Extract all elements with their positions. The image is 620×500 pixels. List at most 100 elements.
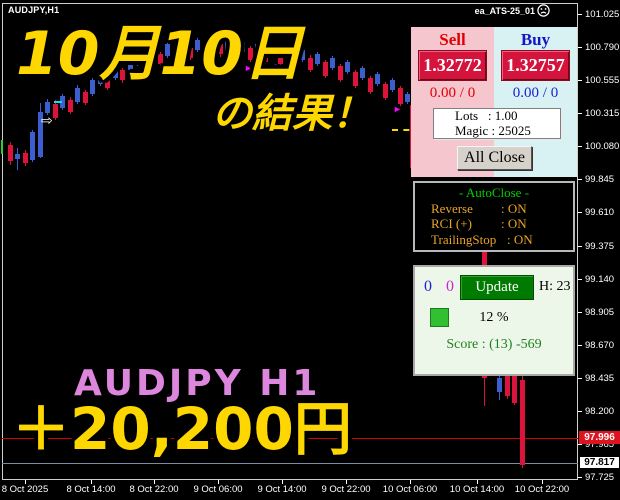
candle-body — [75, 88, 80, 102]
sell-stat: 0.00 / 0 — [429, 85, 476, 101]
price-hline — [2, 438, 578, 439]
price-tick-mark — [578, 47, 582, 48]
candle-body — [233, 46, 238, 58]
price-tick-mark — [578, 246, 582, 247]
candle-body — [375, 74, 380, 84]
all-close-button[interactable]: All Close — [457, 146, 532, 170]
progress-square — [430, 308, 449, 327]
time-tick-label: 8 Oct 22:00 — [129, 484, 179, 495]
time-tick-label: 10 Oct 14:00 — [449, 484, 505, 495]
score-panel: 0 0 Update H: 23 12 % Score : (13) -569 — [413, 265, 575, 376]
candle-body — [90, 80, 95, 94]
update-button[interactable]: Update — [460, 275, 534, 300]
candle-body — [105, 76, 110, 88]
autoclose-value: : ON — [507, 231, 533, 247]
h-value: H: 23 — [539, 279, 571, 294]
trade-arrow-icon: ⇨ — [203, 42, 213, 54]
candle-body — [398, 88, 403, 104]
candle-body — [338, 66, 343, 80]
candle-body — [38, 112, 43, 157]
candle-body — [173, 50, 178, 60]
time-tick-mark — [410, 480, 411, 484]
autoclose-key: Reverse — [431, 201, 473, 216]
time-tick-label: 8 Oct 2025 — [1, 484, 49, 495]
candle-body — [315, 54, 320, 64]
autoclose-row-trailingstop: TrailingStop : ON — [415, 232, 573, 247]
ea-name-text: ea_ATS-25_01 — [474, 5, 535, 16]
candle-body — [512, 372, 517, 403]
price-tick-mark — [578, 113, 582, 114]
candle-body — [158, 54, 163, 64]
price-tick-mark — [578, 477, 582, 478]
candle-body — [83, 92, 88, 103]
time-tick-label: 8 Oct 14:00 — [66, 484, 116, 495]
price-tick-label: 100.315 — [585, 108, 620, 119]
candle-body — [120, 70, 125, 80]
price-tick-label: 97.965 — [585, 439, 615, 450]
candle-body — [248, 48, 253, 60]
autoclose-row-rci: RCI (+) : ON — [415, 216, 573, 231]
price-tick-label: 98.670 — [585, 340, 615, 351]
price-tick-mark — [578, 80, 582, 81]
price-tick-label: 99.375 — [585, 241, 615, 252]
price-tick-label: 101.025 — [585, 9, 620, 20]
candle-body — [53, 104, 58, 118]
time-tick-mark — [91, 480, 92, 484]
candle-body — [210, 38, 215, 48]
candle-body — [8, 145, 13, 161]
price-tick-mark — [578, 444, 582, 445]
buy-stat: 0.00 / 0 — [512, 85, 559, 101]
candle-body — [293, 54, 298, 66]
symbol-period-label: AUDJPY,H1 — [8, 5, 60, 15]
candle-body — [497, 378, 502, 392]
candle-body — [98, 72, 103, 84]
price-tick-label: 97.725 — [585, 472, 615, 483]
autoclose-panel: - AutoClose - Reverse : ON RCI (+) : ON … — [413, 181, 575, 252]
chart-segment — [54, 101, 62, 103]
candle-body — [23, 153, 28, 163]
candle-body — [150, 48, 155, 60]
time-tick-label: 9 Oct 06:00 — [193, 484, 243, 495]
candle-body — [285, 48, 290, 58]
price-tick-label: 99.845 — [585, 174, 615, 185]
current-price-label: 97.996 — [579, 431, 620, 444]
candle-body — [203, 46, 208, 56]
chart-segment — [1, 140, 3, 154]
candle-body — [218, 44, 223, 54]
time-tick-mark — [282, 480, 283, 484]
magic-line: Magic : 25025 — [455, 122, 531, 138]
lots-magic-box: Lots : 1.00 Magic : 25025 — [433, 108, 561, 139]
price-tick-label: 98.200 — [585, 406, 615, 417]
overlay-result-text: の結果！ — [212, 91, 372, 137]
candle-body — [188, 48, 193, 58]
candle-body — [195, 40, 200, 50]
candle-body — [225, 40, 230, 50]
candle-body — [270, 46, 275, 56]
autoclose-row-reverse: Reverse : ON — [415, 201, 573, 216]
autoclose-title: - AutoClose - — [458, 185, 530, 200]
candle-body — [353, 72, 358, 86]
time-tick-label: 10 Oct 06:00 — [382, 484, 438, 495]
price-hline — [2, 463, 578, 464]
time-tick-label: 10 Oct 22:00 — [514, 484, 570, 495]
candle-body — [323, 62, 328, 76]
overlay-symbol-text: AUDJPY H1 — [74, 363, 321, 404]
candle-body — [128, 60, 133, 72]
candle-body — [405, 94, 410, 102]
candle-body — [45, 102, 50, 113]
time-tick-label: 9 Oct 22:00 — [321, 484, 371, 495]
price-tick-mark — [578, 279, 582, 280]
candle-body — [240, 42, 245, 52]
price-tick-label: 100.080 — [585, 141, 620, 152]
candle-body — [520, 380, 525, 465]
candle-body — [143, 58, 148, 68]
count-blue: 0 — [424, 278, 432, 295]
time-tick-mark — [542, 480, 543, 484]
sell-price-button[interactable]: 1.32772 — [418, 50, 487, 81]
candle-body — [278, 52, 283, 64]
buy-price-button[interactable]: 1.32757 — [501, 50, 570, 81]
ea-name-label: ea_ATS-25_01 — [475, 4, 550, 17]
candle-body — [68, 100, 73, 112]
trade-arrow-icon: ► — [273, 61, 282, 71]
time-tick-mark — [218, 480, 219, 484]
